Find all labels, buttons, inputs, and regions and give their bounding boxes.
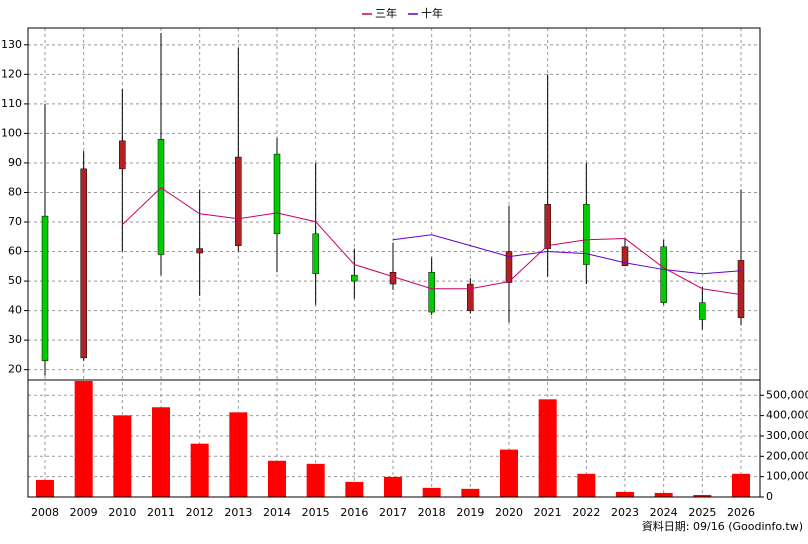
- volume-bar: [306, 463, 325, 497]
- candle-body: [41, 215, 49, 362]
- x-tick-label: 2019: [456, 506, 484, 519]
- y-tick-label: 20: [8, 363, 22, 376]
- x-tick-label: 2021: [534, 506, 562, 519]
- y2-tick-label: 200,000: [766, 449, 808, 462]
- volume-bar: [268, 460, 286, 497]
- candle-body: [660, 246, 667, 303]
- volume-bar: [616, 491, 634, 497]
- x-tick-label: 2010: [108, 506, 136, 519]
- x-tick-label: 2025: [688, 506, 716, 519]
- x-tick-label: 2012: [186, 506, 214, 519]
- y2-tick-label: 0: [766, 490, 773, 503]
- candle-body: [351, 274, 358, 282]
- candle-body: [389, 271, 397, 285]
- candle-body: [544, 204, 551, 249]
- x-tick-label: 2013: [224, 506, 252, 519]
- x-tick-label: 2017: [379, 506, 407, 519]
- x-tick-label: 2015: [302, 506, 330, 519]
- volume-bar: [654, 492, 673, 497]
- y-tick-label: 90: [8, 156, 22, 169]
- candle-body: [621, 246, 629, 266]
- volume-bar: [345, 481, 364, 497]
- volume-bar: [190, 443, 209, 497]
- x-tick-label: 2016: [340, 506, 368, 519]
- x-tick-label: 2008: [31, 506, 59, 519]
- legend-label: 三年: [375, 6, 397, 20]
- y-tick-label: 60: [8, 245, 22, 258]
- volume-bar: [74, 381, 93, 497]
- y2-tick-label: 400,000: [766, 409, 808, 422]
- x-tick-label: 2024: [650, 506, 678, 519]
- y2-tick-label: 300,000: [766, 429, 808, 442]
- candle-body: [583, 204, 590, 265]
- volume-bar: [422, 487, 441, 497]
- volume-bar: [229, 412, 248, 497]
- candle-body: [196, 248, 203, 254]
- x-tick-label: 2009: [70, 506, 98, 519]
- x-tick-label: 2020: [495, 506, 523, 519]
- x-tick-label: 2022: [572, 506, 600, 519]
- volume-bar: [113, 415, 132, 497]
- candle-body: [157, 139, 165, 255]
- volume-bar: [732, 473, 750, 497]
- x-tick-label: 2026: [727, 506, 755, 519]
- y-tick-label: 120: [1, 67, 22, 80]
- y2-tick-label: 100,000: [766, 470, 808, 483]
- y-tick-label: 40: [8, 304, 22, 317]
- candle-body: [737, 260, 745, 318]
- x-tick-label: 2014: [263, 506, 291, 519]
- candle-body: [80, 168, 87, 359]
- plot-frame: [27, 27, 761, 498]
- y-tick-label: 110: [1, 97, 22, 110]
- volume-bar: [461, 488, 480, 497]
- x-tick-label: 2011: [147, 506, 175, 519]
- source-note: 資料日期: 09/16 (Goodinfo.tw): [642, 519, 803, 533]
- y-tick-label: 80: [8, 185, 22, 198]
- volume-bar: [693, 494, 712, 497]
- y-tick-label: 130: [1, 38, 22, 51]
- volume-bar: [577, 473, 596, 497]
- candle-body: [428, 271, 435, 313]
- candle-body: [312, 233, 319, 274]
- candle-body: [505, 251, 513, 283]
- legend-label: 十年: [421, 6, 443, 20]
- y-tick-label: 30: [8, 333, 22, 346]
- candle-body: [699, 302, 706, 320]
- y2-tick-label: 500,000: [766, 388, 808, 401]
- x-tick-label: 2018: [418, 506, 446, 519]
- x-tick-label: 2023: [611, 506, 639, 519]
- volume-bar: [36, 479, 54, 497]
- y-tick-label: 70: [8, 215, 22, 228]
- volume-bar: [500, 449, 518, 497]
- y-tick-label: 100: [1, 126, 22, 139]
- volume-bar: [152, 407, 170, 497]
- volume-bar: [384, 476, 402, 497]
- volume-bar: [538, 399, 557, 497]
- ma-line: [121, 187, 742, 296]
- candle-body: [273, 153, 281, 235]
- y-tick-label: 50: [8, 274, 22, 287]
- ma-line: [392, 234, 742, 275]
- candle-body: [119, 140, 126, 170]
- candle-body: [467, 283, 474, 311]
- candle-body: [235, 156, 242, 246]
